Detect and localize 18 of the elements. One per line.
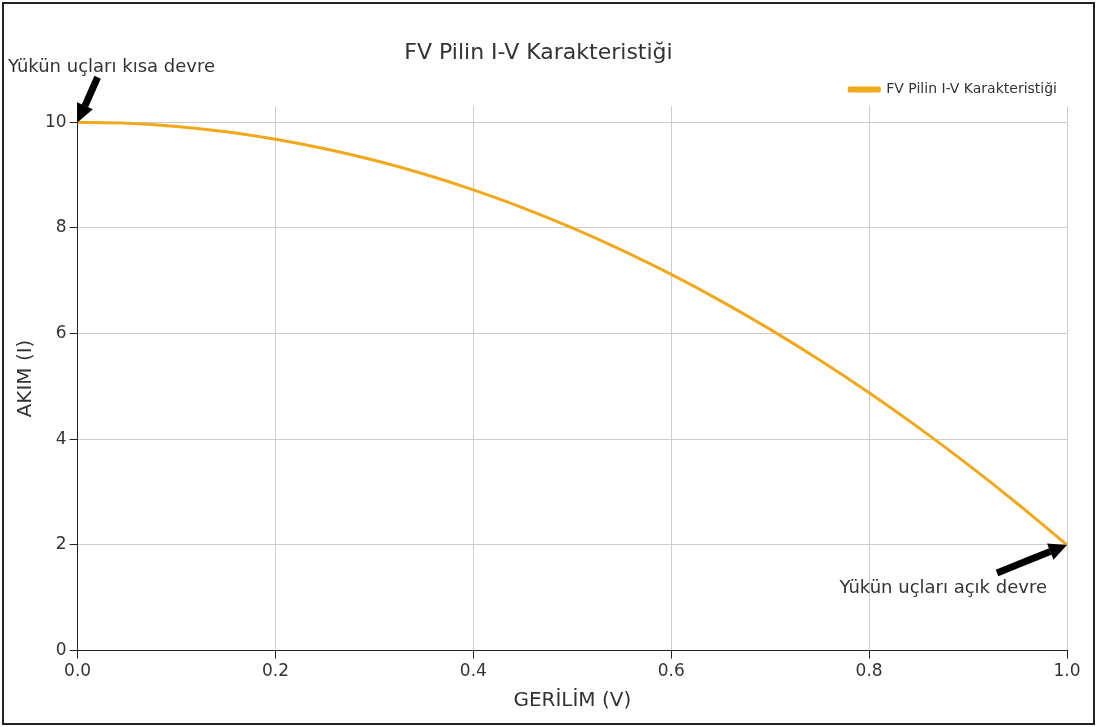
y-tick-label: 0 bbox=[55, 639, 67, 660]
y-tick-label: 8 bbox=[55, 216, 67, 237]
y-tick-label: 4 bbox=[55, 427, 67, 448]
y-tick-label: 10 bbox=[44, 110, 67, 131]
x-tick-label: 0.2 bbox=[261, 660, 290, 681]
y-tick-label: 2 bbox=[55, 533, 67, 554]
chart-title: FV Pilin I-V Karakteristiği bbox=[404, 38, 673, 64]
annotation: Yükün uçları açık devre bbox=[838, 575, 1048, 597]
y-axis-title: AKIM (I) bbox=[12, 339, 37, 418]
x-axis-title: GERİLİM (V) bbox=[513, 687, 632, 712]
x-tick-label: 0.6 bbox=[657, 660, 685, 681]
y-tick-label: 6 bbox=[55, 322, 67, 343]
x-tick-label: 0.4 bbox=[459, 660, 487, 681]
annotation: Yükün uçları kısa devre bbox=[7, 55, 215, 77]
x-tick-label: 0.8 bbox=[855, 660, 883, 681]
x-tick-label: 0.0 bbox=[64, 660, 92, 681]
legend-label: FV Pilin I-V Karakteristiği bbox=[886, 80, 1057, 97]
x-tick-label: 1.0 bbox=[1053, 660, 1081, 681]
